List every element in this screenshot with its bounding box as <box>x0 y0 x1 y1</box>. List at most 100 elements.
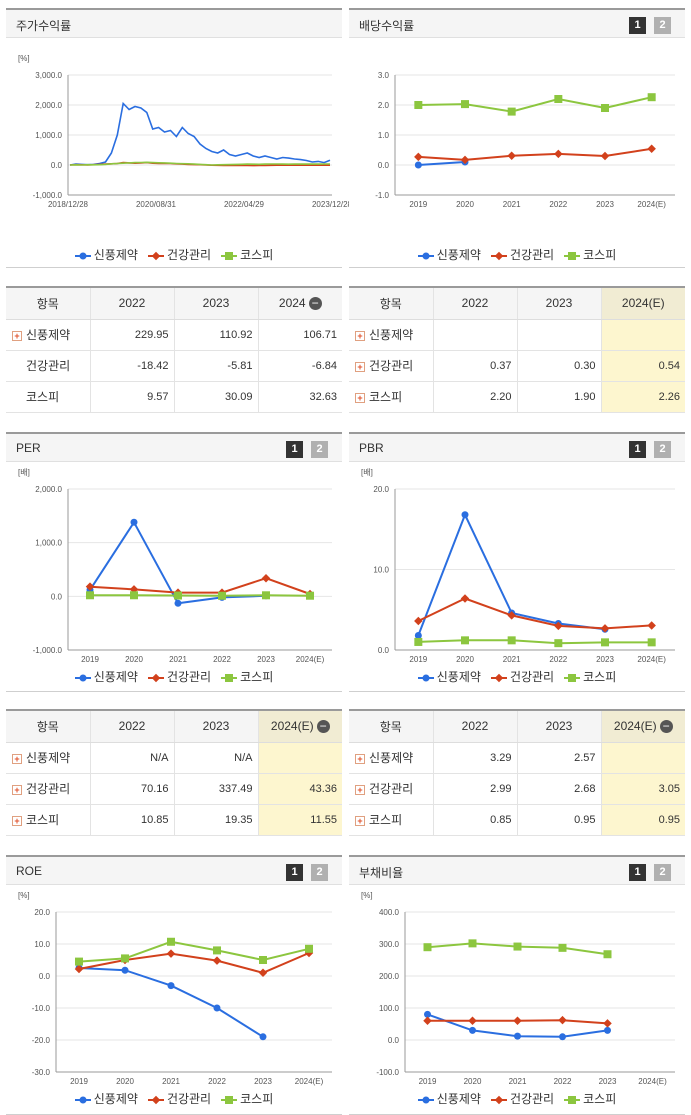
table-row-label[interactable]: + 신풍제약 <box>6 742 90 774</box>
table-row-label[interactable]: + 건강관리 <box>349 350 433 382</box>
debt-ratio-series-point-2 <box>603 1019 612 1028</box>
table-row-label[interactable]: + 코스피 <box>349 804 433 836</box>
expand-plus-icon[interactable]: + <box>355 361 365 372</box>
pbr-header: PBR 1 2 <box>349 432 685 462</box>
expand-plus-icon[interactable]: + <box>12 330 22 341</box>
legend-marker-icon <box>417 1096 434 1104</box>
pbr-legend-item[interactable]: 신풍제약 <box>417 668 481 685</box>
expand-plus-icon[interactable]: + <box>355 392 365 403</box>
table-cell: 229.95 <box>89 319 174 351</box>
debt-ratio-view-button-2[interactable]: 2 <box>654 864 671 881</box>
table-cell: 11.55 <box>257 804 342 836</box>
dividend-yield-view-button-1[interactable]: 1 <box>629 17 646 34</box>
pbr-series-point-1 <box>414 632 422 640</box>
stock-return-legend-item[interactable]: 건강관리 <box>147 246 211 263</box>
dividend-yield-series-line-3 <box>418 96 652 113</box>
table-cell: 19.35 <box>173 804 258 836</box>
roe-panel: ROE 1 2 [%] 20.0 10.0 0.0 -10.0 -20.0 -30.0 2019 20… <box>6 855 342 1115</box>
collapse-minus-icon[interactable]: − <box>659 720 673 734</box>
roe-legend-item[interactable]: 코스피 <box>221 1090 273 1107</box>
collapse-minus-icon[interactable]: − <box>308 297 322 311</box>
table-row-label[interactable]: + 건강관리 <box>349 773 433 805</box>
table-header-cell: 2023 <box>173 709 258 743</box>
expand-plus-icon[interactable]: + <box>12 815 22 826</box>
legend-label: 신풍제약 <box>436 248 481 262</box>
table-cell: 3.05 <box>600 773 685 805</box>
per-xtick-label: 2019 <box>81 655 99 664</box>
dividend-yield-view-button-2[interactable]: 2 <box>654 17 671 34</box>
per-ytick-label: -1,000.0 <box>33 646 63 655</box>
legend-label: 신풍제약 <box>93 248 138 262</box>
table-row-label[interactable]: + 건강관리 <box>6 773 90 805</box>
expand-plus-icon[interactable]: + <box>355 784 365 795</box>
debt-ratio-unit-label: [%] <box>361 891 373 900</box>
table-cell: 2.20 <box>432 381 517 413</box>
pbr-series-point-3 <box>507 636 516 645</box>
stock-return-legend-item[interactable]: 신풍제약 <box>74 246 138 263</box>
table-row-label[interactable]: + 코스피 <box>349 381 433 413</box>
dividend-yield-legend-item[interactable]: 건강관리 <box>490 246 554 263</box>
pbr-legend-item[interactable]: 건강관리 <box>490 668 554 685</box>
debt-ratio-legend-item[interactable]: 건강관리 <box>490 1090 554 1107</box>
debt-ratio-ytick-label: 300.0 <box>379 940 400 949</box>
expand-plus-icon[interactable]: + <box>355 815 365 826</box>
expand-plus-icon[interactable]: + <box>12 784 22 795</box>
dividend-yield-series-point-2 <box>600 151 610 161</box>
debt-ratio-legend-item[interactable]: 신풍제약 <box>417 1090 481 1107</box>
collapse-minus-icon[interactable]: − <box>316 720 330 734</box>
legend-marker-icon <box>490 1095 507 1105</box>
stock-return-divider <box>6 267 342 268</box>
per-legend-item[interactable]: 신풍제약 <box>74 668 138 685</box>
table-cell: 2.68 <box>516 773 601 805</box>
table-cell: 0.95 <box>516 804 601 836</box>
table-row-label[interactable]: + 신풍제약 <box>349 319 433 351</box>
debt-ratio-legend-item[interactable]: 코스피 <box>564 1090 616 1107</box>
legend-marker-icon <box>221 1095 238 1104</box>
roe-legend-item[interactable]: 신풍제약 <box>74 1090 138 1107</box>
pbr-view-button-1[interactable]: 1 <box>629 441 646 458</box>
per-legend-item[interactable]: 건강관리 <box>147 668 211 685</box>
debt-ratio-chart: [%] 400.0 300.0 200.0 100.0 0.0 -100.0 2019 2020… <box>361 891 675 1086</box>
per-view-button-2[interactable]: 2 <box>311 441 328 458</box>
dividend-yield-ytick-label: 2.0 <box>378 101 390 110</box>
debt-ratio-xtick-label: 2020 <box>464 1077 482 1086</box>
stock-return-ytick-label: 3,000.0 <box>35 71 62 80</box>
table-cell: 2.26 <box>600 381 685 413</box>
stock-return-legend-item[interactable]: 코스피 <box>221 246 273 263</box>
debt-ratio-xtick-label: 2024(E) <box>638 1077 667 1086</box>
pbr-xtick-label: 2022 <box>549 655 567 664</box>
per-view-button-1[interactable]: 1 <box>286 441 303 458</box>
legend-label: 코스피 <box>240 1092 274 1106</box>
table-row-label[interactable]: + 신풍제약 <box>349 742 433 774</box>
dividend-yield-ytick-label: 3.0 <box>378 71 390 80</box>
roe-series-point-3 <box>75 957 83 966</box>
roe-legend-item[interactable]: 건강관리 <box>147 1090 211 1107</box>
per-series-point-3 <box>218 591 226 600</box>
expand-plus-icon[interactable]: + <box>355 753 365 764</box>
roe-view-button-2[interactable]: 2 <box>311 864 328 881</box>
table-row-label[interactable]: + 코스피 <box>6 804 90 836</box>
stock-return-title: 주가수익률 <box>16 19 72 33</box>
table-row-label[interactable]: + 신풍제약 <box>6 319 90 351</box>
pbr-unit-label: [배] <box>361 468 373 477</box>
per-legend-item[interactable]: 코스피 <box>221 668 273 685</box>
table-header-cell: 2023 <box>516 709 601 743</box>
pbr-view-button-2[interactable]: 2 <box>654 441 671 458</box>
dividend-yield-legend-item[interactable]: 신풍제약 <box>417 246 481 263</box>
table-header-cell: 2023 <box>516 286 601 320</box>
table-cell: 106.71 <box>257 319 342 351</box>
table-header-cell: 항목 <box>6 286 90 320</box>
dividend-yield-series-point-3 <box>507 107 516 116</box>
debt-ratio-series-point-2 <box>468 1016 477 1026</box>
debt-ratio-ytick-label: 200.0 <box>379 972 400 981</box>
table-cell: 9.57 <box>89 381 174 413</box>
roe-view-button-1[interactable]: 1 <box>286 864 303 881</box>
debt-ratio-view-button-1[interactable]: 1 <box>629 864 646 881</box>
table-header-cell: 2022 <box>89 709 174 743</box>
roe-xtick-label: 2021 <box>162 1077 180 1086</box>
expand-plus-icon[interactable]: + <box>355 330 365 341</box>
expand-plus-icon[interactable]: + <box>12 753 22 764</box>
dividend-yield-legend-item[interactable]: 코스피 <box>564 246 616 263</box>
dividend-yield-series-point-3 <box>461 100 469 109</box>
pbr-legend-item[interactable]: 코스피 <box>564 668 616 685</box>
